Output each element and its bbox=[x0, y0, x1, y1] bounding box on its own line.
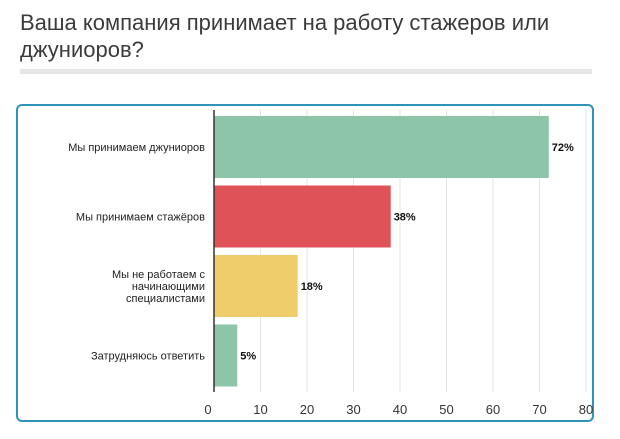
page-title: Ваша компания принимает на работу стажер… bbox=[20, 10, 550, 62]
value-label-2: 18% bbox=[301, 281, 323, 293]
category-label-0-line-0: Мы принимаем джуниоров bbox=[68, 142, 205, 154]
title-divider bbox=[20, 69, 592, 74]
x-tick-label-40: 40 bbox=[393, 402, 407, 417]
value-label-0: 72% bbox=[552, 142, 574, 154]
category-label-2-line-2: специалистами bbox=[126, 293, 205, 305]
x-tick-label-80: 80 bbox=[579, 402, 593, 417]
value-label-1: 38% bbox=[394, 212, 416, 224]
x-tick-label-50: 50 bbox=[439, 402, 453, 417]
category-label-3-line-0: Затрудняюсь ответить bbox=[91, 351, 205, 363]
category-label-2-line-1: начинающими bbox=[132, 281, 205, 293]
x-tick-label-20: 20 bbox=[300, 402, 314, 417]
x-tick-label-60: 60 bbox=[486, 402, 500, 417]
category-label-1: Мы принимаем стажёров bbox=[76, 212, 205, 224]
bar-1 bbox=[214, 185, 391, 248]
x-tick-label-70: 70 bbox=[532, 402, 546, 417]
x-tick-label-30: 30 bbox=[346, 402, 360, 417]
category-label-3: Затрудняюсь ответить bbox=[91, 351, 205, 363]
category-label-2-line-0: Мы не работаем с bbox=[112, 269, 206, 281]
value-label-3: 5% bbox=[240, 351, 256, 363]
x-tick-label-0: 0 bbox=[204, 402, 211, 417]
bar-0 bbox=[214, 116, 549, 178]
bar-3 bbox=[214, 324, 238, 387]
category-label-1-line-0: Мы принимаем стажёров bbox=[76, 212, 205, 224]
category-label-2: Мы не работаем с начинающими специалистами bbox=[112, 269, 206, 305]
bar-2 bbox=[214, 255, 298, 317]
x-tick-label-10: 10 bbox=[253, 402, 267, 417]
category-label-0: Мы принимаем джуниоров bbox=[68, 142, 205, 154]
